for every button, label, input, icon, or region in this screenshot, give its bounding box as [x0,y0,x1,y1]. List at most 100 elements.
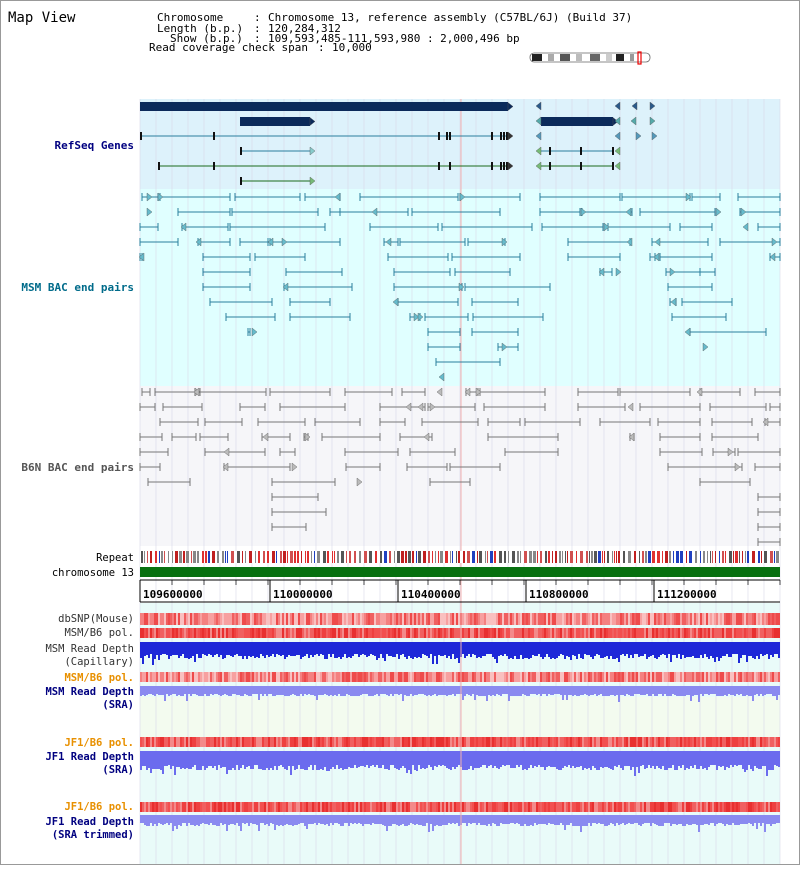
gene-arrow [651,131,658,141]
b6n-bac-track[interactable] [139,387,781,546]
jf1-pol-cell [420,737,422,747]
msm-capillary-depth [414,642,416,657]
dbsnp-cell [240,613,242,625]
jf1-sra-depth [426,751,428,768]
jf1-pol-trim-cell [698,802,700,812]
jf1-sra-depth [772,751,774,770]
track-label-jf1-b6-pol-trim[interactable]: JF1/B6 pol. [64,801,134,813]
msm-sra-depth [778,686,780,695]
msm-pol-cell [186,628,188,638]
jf1-trim-depth [752,815,754,826]
chromosome-ideogram[interactable] [529,51,651,65]
jf1-pol-cell [156,737,158,747]
gene-arrow [631,101,638,111]
track-label-msm-b6-pol[interactable]: MSM/B6 pol. [64,627,134,639]
jf1-pol-cell [680,737,682,747]
msm-sra-depth [550,686,552,695]
track-label-dbsnp[interactable]: dbSNP(Mouse) [58,613,134,625]
track-label-chromosome[interactable]: chromosome 13 [52,567,134,579]
jf1-pol-cell [490,737,492,747]
refseq-genes-track[interactable] [140,101,658,186]
dbsnp-cell [392,613,394,625]
jf1-trim-depth [636,815,638,823]
jf1-pol-cell [328,737,330,747]
dbsnp-cell [338,613,340,625]
track-label-msm-bac[interactable]: MSM BAC end pairs [21,281,134,294]
dbsnp-cell [540,613,542,625]
track-label-jf1-depth-trim[interactable]: JF1 Read Depth [45,816,134,828]
msm-sra-depth [564,686,566,695]
dbsnp-cell [176,613,178,625]
msm-capillary-depth [776,642,778,654]
msm-pol-cell [742,628,744,638]
msm-pol-sra-cell [502,672,504,682]
jf1-pol-trim-cell [420,802,422,812]
msm-pol-cell [380,628,382,638]
track-label-msm-depth-capillary[interactable]: MSM Read Depth [45,643,134,655]
track-label-repeat[interactable]: Repeat [96,552,134,564]
heat-tracks[interactable] [140,603,780,864]
jf1-trim-depth [682,815,684,826]
jf1-trim-depth [378,815,380,824]
jf1-sra-depth [312,751,314,770]
msm-sra-depth [160,686,162,695]
msm-capillary-depth [580,642,582,658]
repeat-element [317,551,320,563]
chromosome-bar[interactable] [140,567,780,577]
track-label-b6n-bac[interactable]: B6N BAC end pairs [21,461,134,474]
msm-pol-cell [640,628,642,638]
msm-pol-cell [180,628,182,638]
jf1-pol-trim-cell [232,802,234,812]
msm-sra-depth [154,686,156,696]
jf1-pol-cell [482,737,484,747]
track-label-msm-depth-sra[interactable]: MSM Read Depth [45,686,134,698]
msm-pol-cell [532,628,534,638]
jf1-sra-depth [768,751,770,770]
msm-capillary-depth [236,642,238,654]
gene-exon [449,162,451,170]
msm-pol-cell [374,628,376,638]
msm-bac-track[interactable] [138,192,781,382]
msm-pol-sra-cell [156,672,158,682]
repeat-element [472,551,475,563]
track-label-jf1-depth-sra[interactable]: JF1 Read Depth [45,751,134,763]
msm-sra-depth [266,686,268,696]
jf1-pol-trim-cell [552,802,554,812]
jf1-pol-trim-cell [370,802,372,812]
gene-arrow [309,117,316,126]
dbsnp-cell [666,613,668,625]
track-label-msm-b6-pol-sra[interactable]: MSM/B6 pol. [64,672,134,684]
msm-sra-depth [198,686,200,696]
track-label-jf1-b6-pol[interactable]: JF1/B6 pol. [64,737,134,749]
jf1-pol-trim-cell [208,802,210,812]
msm-pol-cell [222,628,224,638]
msm-bac-pair-arrow [626,237,633,247]
jf1-pol-cell [506,737,508,747]
msm-pol-sra-cell [618,672,620,682]
msm-pol-sra-cell [428,672,430,682]
repeat-track[interactable] [140,551,780,563]
msm-capillary-depth [662,642,664,654]
jf1-sra-depth [750,751,752,769]
msm-capillary-depth [730,642,732,657]
jf1-sra-depth [544,751,546,770]
msm-pol-cell [568,628,570,638]
msm-pol-sra-cell [422,672,424,682]
msm-pol-cell [512,628,514,638]
repeat-element [618,551,620,563]
jf1-trim-depth [672,815,674,824]
dbsnp-cell [186,613,188,625]
jf1-sra-depth [330,751,332,769]
dbsnp-cell [178,613,180,625]
jf1-sra-depth [286,751,288,770]
jf1-pol-trim-cell [310,802,312,812]
repeat-element [722,551,724,563]
jf1-pol-trim-cell [454,802,456,812]
jf1-pol-cell [354,737,356,747]
jf1-sra-depth [318,751,320,770]
jf1-sra-depth [646,751,648,768]
track-label-refseq-genes[interactable]: RefSeq Genes [55,139,134,152]
jf1-trim-depth [660,815,662,826]
jf1-trim-depth [778,815,780,823]
jf1-trim-depth [668,815,670,823]
